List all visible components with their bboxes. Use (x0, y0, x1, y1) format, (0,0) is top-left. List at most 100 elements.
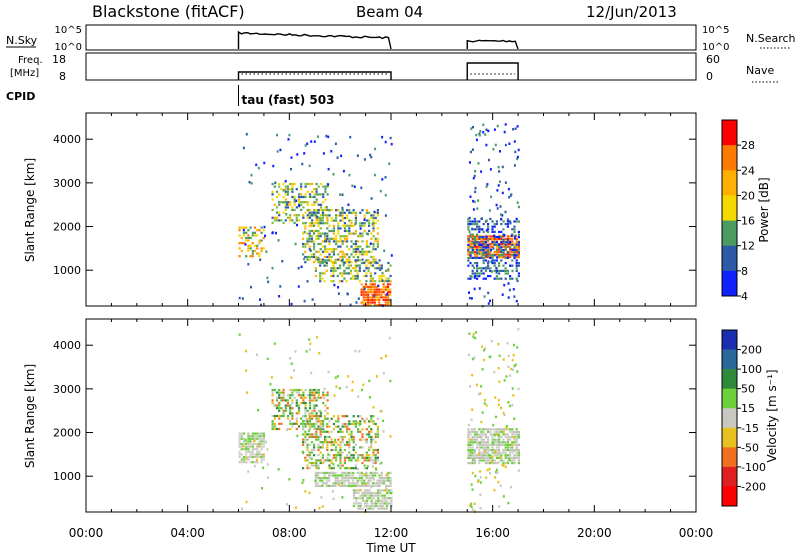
heatmap-cell (317, 396, 320, 399)
heatmap-cell (500, 254, 503, 257)
heatmap-cell (471, 449, 474, 452)
heatmap-cell (343, 261, 346, 265)
heatmap-cell (367, 304, 370, 307)
heatmap-cell (278, 185, 281, 188)
heatmap-cell (371, 484, 375, 487)
heatmap-cell (326, 417, 329, 420)
heatmap-cell (271, 190, 274, 193)
heatmap-cell (313, 248, 316, 251)
heatmap-cell (467, 250, 470, 254)
heatmap-cell (321, 240, 324, 243)
heatmap-cell (372, 448, 375, 452)
heatmap-cell (330, 417, 333, 420)
heatmap-cell (468, 230, 471, 233)
heatmap-cell (380, 296, 383, 299)
heatmap-cell (503, 283, 506, 287)
heatmap-cell (473, 200, 476, 204)
heatmap-cell (319, 433, 322, 436)
heatmap-cell (306, 422, 309, 425)
heatmap-cell (502, 411, 505, 415)
heatmap-cell (317, 237, 320, 240)
heatmap-cell (381, 489, 384, 492)
heatmap-cell (359, 253, 362, 256)
heatmap-cell (374, 504, 378, 508)
heatmap-cell (362, 298, 365, 302)
heatmap-cell (238, 333, 241, 336)
heatmap-cell (315, 388, 318, 392)
heatmap-cell (342, 169, 345, 173)
heatmap-cell (363, 482, 366, 485)
heatmap-cell (328, 240, 331, 243)
heatmap-cell (493, 225, 496, 228)
heatmap-cell (279, 148, 282, 152)
heatmap-cell (506, 269, 509, 272)
heatmap-cell (321, 211, 324, 214)
heatmap-cell (360, 477, 364, 480)
heatmap-cell (506, 272, 509, 275)
heatmap-cell (372, 216, 375, 220)
heatmap-cell (307, 413, 310, 416)
heatmap-cell (346, 454, 349, 457)
heatmap-cell (379, 499, 382, 502)
heatmap-cell (313, 409, 316, 412)
heatmap-cell (316, 477, 320, 480)
heatmap-cell (390, 254, 393, 257)
heatmap-cell (271, 394, 274, 397)
power-colorbar-label: Power [dB] (757, 177, 771, 242)
heatmap-cell (350, 245, 353, 248)
heatmap-cell (362, 291, 365, 294)
heatmap-cell (245, 448, 248, 451)
heatmap-cell (517, 253, 520, 256)
heatmap-cell (367, 285, 370, 289)
heatmap-cell (338, 482, 342, 485)
heatmap-cell (354, 259, 357, 262)
heatmap-cell (374, 222, 377, 225)
heatmap-cell (469, 504, 472, 507)
heatmap-cell (371, 291, 374, 294)
heatmap-cell (354, 240, 357, 243)
heatmap-cell (317, 443, 320, 446)
heatmap-cell (484, 237, 487, 241)
heatmap-cell (386, 298, 390, 302)
heatmap-cell (373, 296, 376, 299)
heatmap-cell (482, 272, 485, 275)
heatmap-cell (483, 398, 486, 402)
heatmap-cell (324, 248, 327, 251)
heatmap-cell (349, 264, 353, 267)
heatmap-cell (332, 484, 335, 487)
heatmap-cell (251, 249, 254, 253)
heatmap-cell (247, 234, 250, 237)
heatmap-cell (373, 288, 376, 291)
heatmap-cell (319, 441, 322, 444)
heatmap-cell (500, 436, 503, 439)
heatmap-cell (284, 409, 287, 412)
heatmap-cell (469, 446, 472, 449)
heatmap-cell (362, 296, 365, 299)
heatmap-cell (308, 229, 311, 233)
heatmap-cell (473, 262, 476, 265)
heatmap-cell (276, 133, 278, 137)
heatmap-cell (284, 208, 287, 212)
heatmap-cell (349, 484, 353, 487)
heatmap-cell (482, 456, 485, 459)
heatmap-cell (514, 237, 516, 240)
heatmap-cell (317, 464, 320, 467)
heatmap-cell (330, 459, 333, 462)
heatmap-cell (336, 274, 339, 278)
heatmap-cell (500, 246, 503, 249)
heatmap-cell (308, 401, 312, 405)
heatmap-cell (517, 430, 520, 433)
heatmap-cell (337, 292, 340, 295)
heatmap-cell (341, 415, 344, 418)
heatmap-cell (306, 240, 309, 243)
colorbar-tick-label: 15 (741, 402, 755, 415)
heatmap-cell (491, 254, 494, 257)
heatmap-cell (504, 143, 507, 147)
heatmap-cell (317, 261, 320, 264)
heatmap-cell (366, 491, 369, 495)
heatmap-cell (319, 227, 322, 230)
heatmap-cell (258, 437, 261, 440)
heatmap-cell (278, 211, 281, 214)
heatmap-cell (351, 438, 354, 441)
heatmap-cell (380, 291, 383, 294)
